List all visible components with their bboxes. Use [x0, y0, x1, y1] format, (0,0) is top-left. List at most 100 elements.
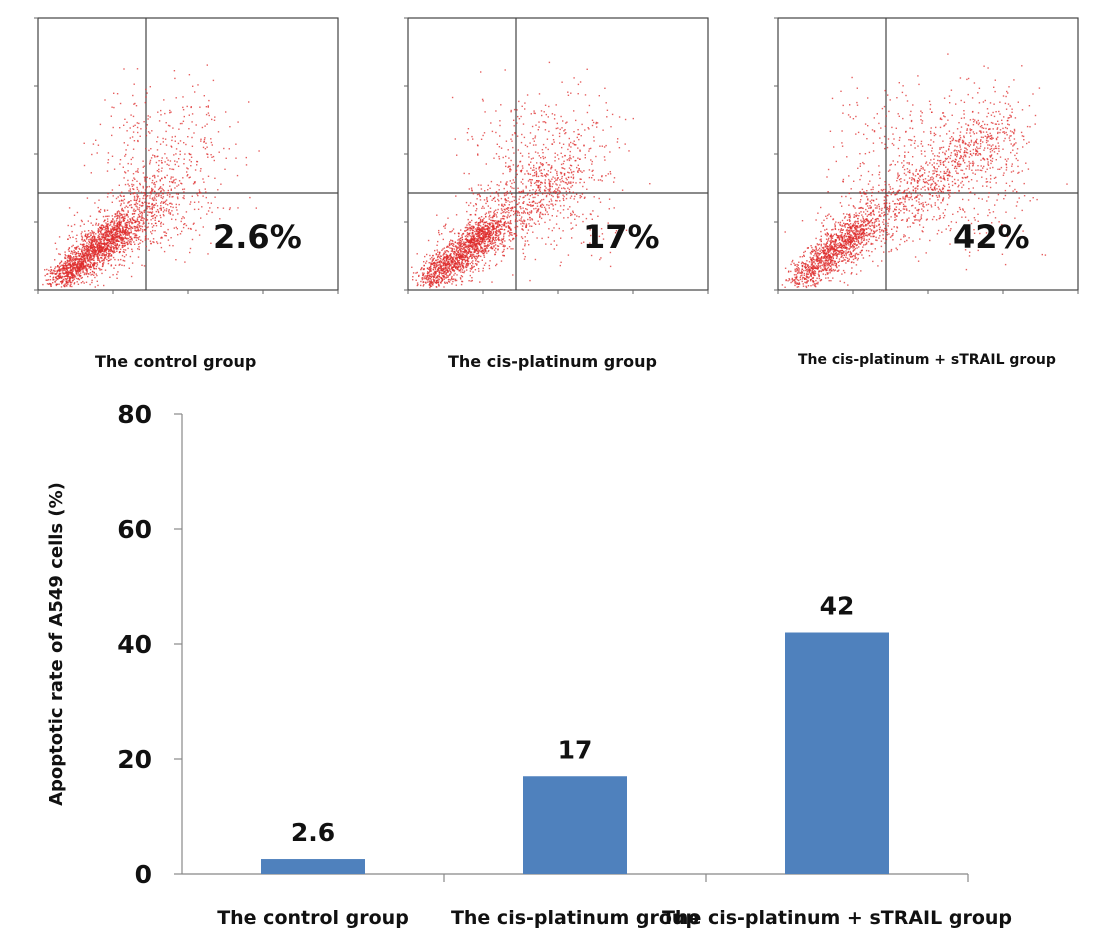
scatter-point [59, 277, 61, 279]
scatter-point [53, 272, 55, 274]
scatter-point [105, 254, 107, 256]
scatter-point [95, 222, 97, 224]
scatter-point [469, 267, 472, 270]
scatter-point [112, 245, 114, 248]
scatter-point [115, 197, 118, 200]
scatter-point [502, 250, 505, 252]
scatter-point [105, 225, 107, 227]
scatter-point [107, 260, 110, 262]
scatter-point [552, 183, 554, 185]
scatter-point [543, 168, 545, 171]
scatter-point [88, 240, 90, 243]
scatter-point [149, 195, 151, 197]
scatter-point [456, 250, 458, 253]
scatter-point [81, 258, 83, 261]
scatter-point [504, 198, 506, 200]
scatter-point [66, 259, 68, 261]
scatter-point [145, 187, 147, 189]
scatter-point [130, 236, 132, 238]
scatter-point [479, 222, 481, 224]
scatter-point [152, 238, 155, 240]
scatter-point [84, 239, 86, 241]
scatter-point [161, 237, 163, 239]
scatter-point [447, 217, 449, 219]
scatter-point [499, 120, 501, 122]
scatter-point [95, 262, 97, 264]
scatter-point [192, 85, 194, 87]
scatter-point [486, 247, 489, 249]
scatter-point [562, 120, 564, 122]
scatter-point [100, 232, 102, 234]
scatter-point [563, 160, 565, 162]
scatter-point [66, 277, 69, 280]
scatter-point [568, 145, 570, 147]
scatter-point [553, 227, 555, 229]
scatter-point [164, 200, 167, 202]
scatter-point [463, 262, 465, 265]
scatter-point [98, 238, 100, 241]
scatter-point [190, 165, 192, 167]
scatter-point [101, 272, 103, 275]
scatter-point [562, 167, 564, 169]
scatter-point [473, 249, 475, 251]
scatter-point [491, 192, 493, 194]
scatter-point [55, 248, 58, 250]
scatter-point [158, 160, 160, 162]
scatter-point [82, 280, 84, 283]
scatter-point [206, 64, 208, 66]
scatter-point [49, 272, 52, 274]
scatter-point [438, 273, 440, 276]
scatter-point [485, 216, 487, 218]
scatter-point [237, 121, 239, 123]
scatter-point [72, 270, 74, 272]
scatter-point [96, 255, 98, 258]
scatter-point [101, 265, 104, 268]
scatter-point [557, 189, 559, 192]
scatter-point [451, 258, 454, 260]
scatter-point [506, 184, 508, 186]
scatter-point [144, 229, 146, 231]
scatter-point [495, 234, 497, 236]
scatter-point [477, 255, 479, 258]
scatter-point [114, 243, 117, 245]
scatter-point [156, 209, 159, 211]
scatter-point [137, 171, 139, 173]
scatter-point [559, 264, 561, 267]
scatter-point [161, 187, 163, 190]
scatter-point [137, 221, 139, 223]
scatter-point [88, 249, 90, 251]
scatter-point [56, 277, 59, 280]
scatter-point [462, 267, 465, 269]
scatter-point [79, 257, 81, 260]
scatter-point [121, 230, 123, 232]
scatter-point [165, 210, 168, 212]
scatter-point [99, 248, 101, 251]
scatter-point [46, 279, 48, 281]
scatter-point [547, 170, 549, 172]
scatter-point [510, 207, 513, 209]
scatter-point [154, 156, 156, 158]
scatter-point [444, 251, 447, 254]
scatter-point [68, 262, 71, 264]
scatter-point [99, 237, 101, 240]
scatter-point [111, 134, 113, 137]
scatter-point [151, 202, 153, 205]
scatter-point [420, 280, 422, 283]
scatter-point [85, 252, 88, 255]
scatter-point [538, 223, 540, 225]
scatter-point [525, 208, 527, 210]
scatter-point [125, 231, 127, 234]
scatter-point [590, 159, 592, 161]
scatter-point [82, 269, 84, 271]
scatter-point [130, 114, 132, 116]
scatter-point [474, 230, 476, 233]
scatter-point [112, 248, 115, 250]
scatter-point [155, 202, 157, 205]
scatter-point [91, 239, 94, 241]
scatter-point [464, 266, 467, 268]
scatter-point [111, 155, 114, 157]
scatter-point [100, 208, 102, 211]
scatter-point [484, 243, 486, 245]
scatter-point [113, 246, 115, 248]
scatter-point [529, 189, 531, 192]
